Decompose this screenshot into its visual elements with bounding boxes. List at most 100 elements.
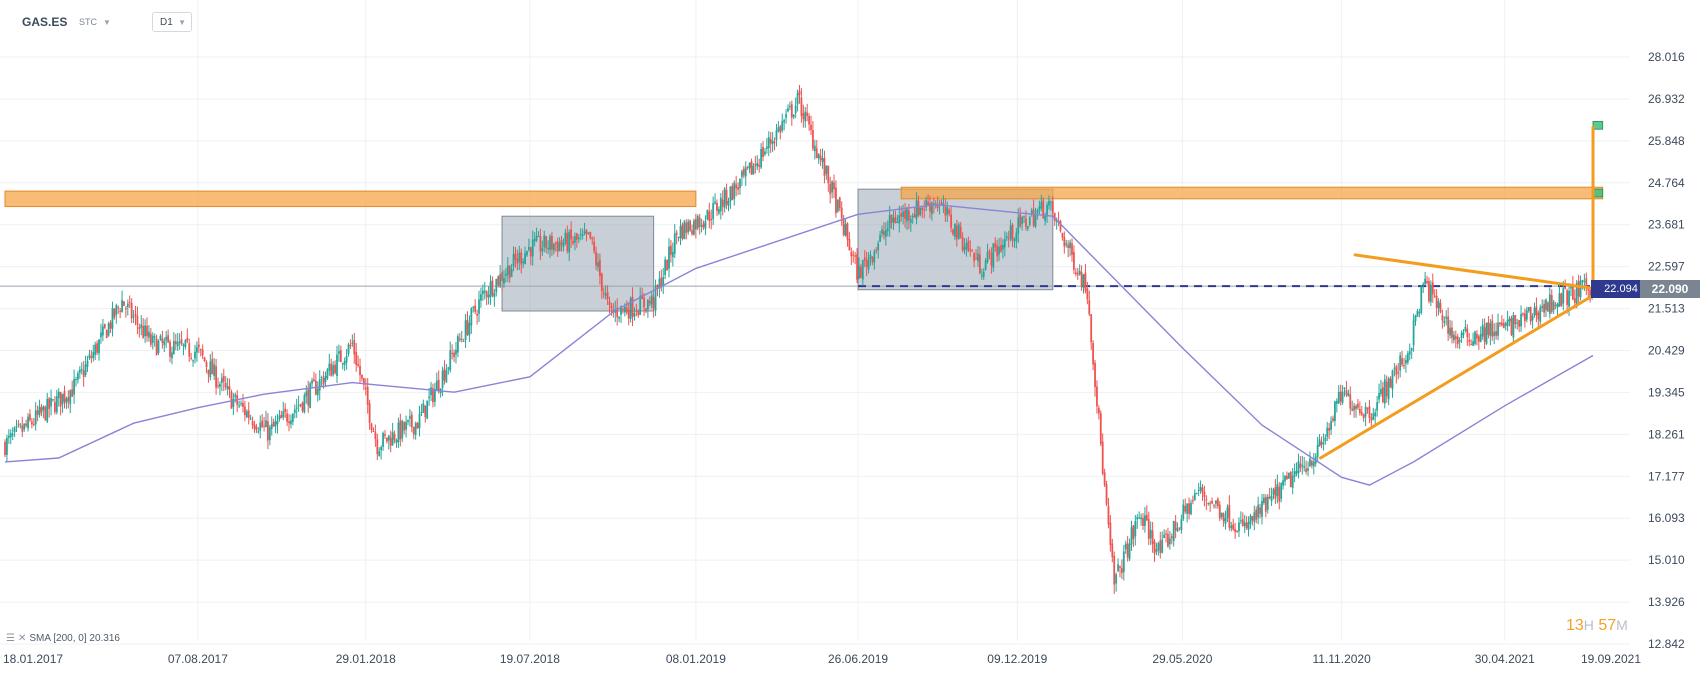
- candle-down: [823, 157, 826, 176]
- candle-down: [1120, 568, 1123, 573]
- candle-up: [1462, 332, 1465, 335]
- candle-down: [128, 301, 131, 303]
- candle-up: [902, 211, 905, 218]
- candle-down: [689, 220, 692, 231]
- candle-down: [1366, 407, 1369, 409]
- candle-down: [1011, 224, 1014, 241]
- candle-down: [462, 340, 465, 342]
- candle-up: [1570, 286, 1572, 289]
- candle-down: [1188, 503, 1190, 514]
- candle-up: [50, 398, 52, 407]
- candle-down: [149, 333, 152, 345]
- x-tick-label: 07.08.2017: [168, 652, 228, 666]
- candle-down: [458, 338, 461, 340]
- candle-up: [965, 242, 968, 250]
- list-icon[interactable]: ☰: [6, 633, 15, 644]
- candle-down: [852, 254, 855, 256]
- candle-down: [694, 218, 697, 230]
- candle-down: [203, 357, 206, 362]
- candle-up: [1556, 303, 1559, 308]
- candle-up: [27, 416, 29, 429]
- candle-up: [1082, 274, 1085, 288]
- candle-up: [998, 246, 1000, 255]
- candle-down: [1566, 290, 1569, 305]
- candle-down: [59, 391, 62, 407]
- candle-down: [301, 402, 304, 411]
- candle-down: [1132, 525, 1135, 539]
- candle-down: [645, 308, 647, 312]
- candle-up: [1261, 501, 1263, 517]
- candle-down: [815, 148, 818, 159]
- candle-up: [1048, 200, 1050, 206]
- candle-up: [512, 253, 515, 267]
- candle-down: [616, 307, 619, 318]
- candle-up: [1172, 520, 1175, 542]
- candle-down: [1213, 505, 1215, 507]
- candle-down: [835, 187, 837, 214]
- candle-up: [1481, 324, 1484, 337]
- candle-up: [196, 347, 198, 353]
- candle-down: [1491, 320, 1494, 337]
- candle-down: [1345, 390, 1348, 395]
- candle-up: [1257, 504, 1260, 518]
- candle-up: [98, 339, 100, 354]
- candle-down: [410, 414, 413, 428]
- candle-down: [971, 250, 974, 252]
- symbol-label[interactable]: GAS.ES: [22, 15, 68, 29]
- timeframe-select[interactable]: D1 ▼: [152, 12, 192, 32]
- market-selector[interactable]: STC ▼: [79, 12, 111, 32]
- candle-down: [374, 432, 377, 439]
- candle-down: [403, 422, 406, 431]
- candle-down: [545, 236, 548, 249]
- candle-up: [543, 235, 546, 248]
- close-icon[interactable]: ✕: [17, 633, 27, 644]
- candle-up: [1508, 318, 1511, 322]
- candle-down: [990, 252, 993, 266]
- candle-up: [604, 293, 607, 296]
- candle-up: [1017, 217, 1020, 234]
- candle-down: [1103, 472, 1106, 485]
- candle-down: [113, 308, 116, 318]
- candle-up: [1040, 201, 1043, 209]
- candle-down: [608, 301, 611, 305]
- candle-up: [309, 383, 312, 408]
- candle-up: [646, 300, 649, 310]
- candle-down: [520, 252, 523, 265]
- candle-down: [1433, 295, 1436, 297]
- candle-down: [806, 112, 809, 117]
- candle-up: [756, 163, 759, 167]
- candle-down: [1119, 566, 1121, 568]
- candle-up: [1418, 311, 1421, 314]
- candle-up: [781, 121, 784, 131]
- candle-down: [1074, 272, 1077, 275]
- candle-up: [336, 354, 338, 376]
- candle-up: [741, 171, 743, 177]
- candle-up: [163, 340, 166, 346]
- candle-down: [1205, 499, 1208, 501]
- candle-down: [940, 202, 943, 205]
- candle-down: [146, 325, 148, 337]
- candle-down: [802, 113, 805, 120]
- candle-up: [1443, 320, 1446, 323]
- candle-up: [1291, 475, 1294, 488]
- alert-price-tag[interactable]: 22.094: [1591, 280, 1651, 298]
- candle-up: [1224, 518, 1227, 524]
- candle-up: [1028, 217, 1031, 226]
- indicator-legend[interactable]: ☰ ✕ SMA [200, 0] 20.316: [6, 633, 120, 644]
- candle-up: [719, 197, 722, 212]
- candle-up: [1149, 529, 1152, 539]
- candle-up: [1195, 492, 1198, 494]
- candle-down: [255, 426, 258, 431]
- candle-up: [343, 360, 346, 365]
- candle-down: [261, 420, 264, 427]
- candle-up: [464, 320, 467, 340]
- candle-down: [627, 309, 630, 319]
- candle-down: [570, 229, 573, 240]
- candle-up: [220, 377, 223, 383]
- candle-up: [194, 351, 196, 359]
- candle-up: [706, 209, 709, 220]
- candle-up: [1015, 232, 1018, 242]
- candle-up: [1387, 378, 1390, 400]
